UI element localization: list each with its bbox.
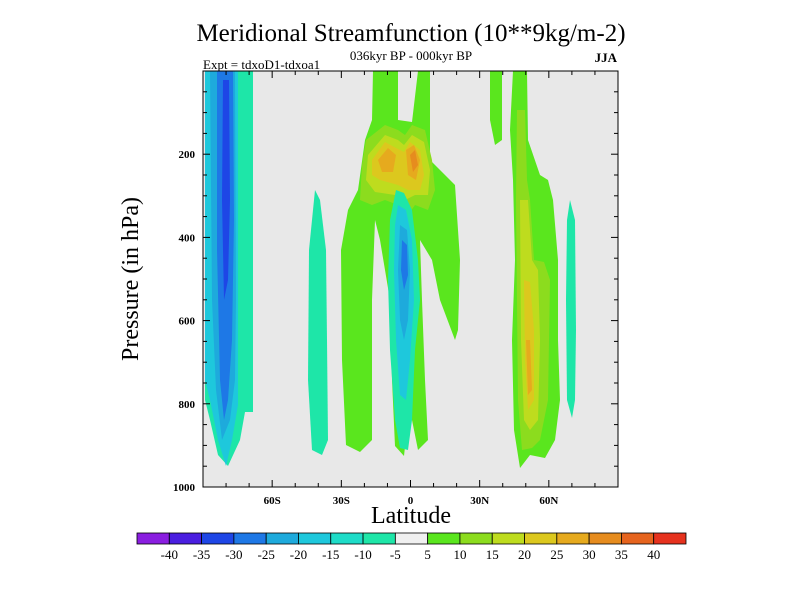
colorbar-swatch: [265, 532, 299, 545]
y-tick-label: 200: [179, 149, 196, 161]
x-tick-label: 30S: [333, 495, 350, 507]
y-tick-label: 600: [179, 316, 196, 328]
y-axis-label: Pressure (in hPa): [118, 197, 144, 361]
colorbar-label: 5: [424, 547, 431, 562]
colorbar-swatch: [621, 532, 655, 545]
colorbar-label: 20: [518, 547, 531, 562]
colorbar-swatch: [556, 532, 590, 545]
subtropical-negative-band: [308, 190, 328, 455]
colorbar-swatch: [168, 532, 202, 545]
nh-positive-band-outer: [490, 71, 502, 145]
colorbar-label: 40: [647, 547, 660, 562]
equatorial-negative-cell-20: [401, 240, 408, 290]
colorbar-label: -30: [225, 547, 242, 562]
colorbar-swatch: [394, 532, 429, 545]
colorbar-swatch: [330, 532, 364, 545]
upper-tropical-positive-cell-max: [410, 150, 418, 172]
colorbar-swatch: [524, 532, 558, 545]
x-axis: 60S 30S 0 30N 60N: [225, 71, 596, 507]
colorbar-swatch: [459, 532, 493, 545]
colorbar-swatch: [491, 532, 525, 545]
y-tick-label: 800: [179, 399, 196, 411]
colorbar-swatch: [653, 532, 687, 545]
nh-positive-band-25: [526, 340, 532, 395]
colorbar-swatch: [136, 532, 170, 545]
y-tick-label: 1000: [173, 482, 196, 494]
colorbar-label: -20: [290, 547, 307, 562]
colorbar-label: 30: [583, 547, 596, 562]
right-label: JJA: [595, 50, 618, 65]
contour-fill: [205, 71, 576, 468]
colorbar-label: -10: [354, 547, 371, 562]
colorbar-swatch: [201, 532, 235, 545]
x-axis-label: Latitude: [371, 503, 451, 529]
chart-subtitle: 036kyr BP - 000kyr BP: [350, 48, 472, 63]
colorbar-swatch: [588, 532, 622, 545]
colorbar-label: -35: [193, 547, 210, 562]
x-tick-label: 60S: [264, 495, 281, 507]
sh-negative-cell-25: [222, 80, 230, 300]
colorbar-swatch: [298, 532, 332, 545]
colorbar-swatch: [362, 532, 396, 545]
left-label: Expt = tdxoD1-tdxoa1: [203, 57, 320, 72]
colorbar-label: -40: [161, 547, 178, 562]
colorbar-label: 25: [550, 547, 563, 562]
colorbar: -40 -35 -30 -25 -20 -15 -10 -5 5 10 15 20 25 30 35 40: [136, 532, 687, 562]
high-latitude-negative-band: [566, 200, 576, 418]
x-tick-label: 60N: [539, 495, 558, 507]
colorbar-swatch: [427, 532, 461, 545]
colorbar-label: -15: [322, 547, 339, 562]
upper-tropical-positive-cell-25: [378, 148, 396, 172]
x-tick-label: 30N: [470, 495, 489, 507]
colorbar-label: 35: [615, 547, 628, 562]
colorbar-label: 15: [486, 547, 499, 562]
chart-title: Meridional Streamfunction (10**9kg/m-2): [196, 20, 625, 47]
x-tick-label: 0: [408, 495, 414, 507]
y-axis: 200 400 600 800 1000: [173, 91, 618, 494]
colorbar-swatch: [233, 532, 267, 545]
colorbar-label: -25: [258, 547, 275, 562]
y-tick-label: 400: [179, 232, 196, 244]
colorbar-label: 10: [453, 547, 466, 562]
colorbar-label: -5: [390, 547, 401, 562]
